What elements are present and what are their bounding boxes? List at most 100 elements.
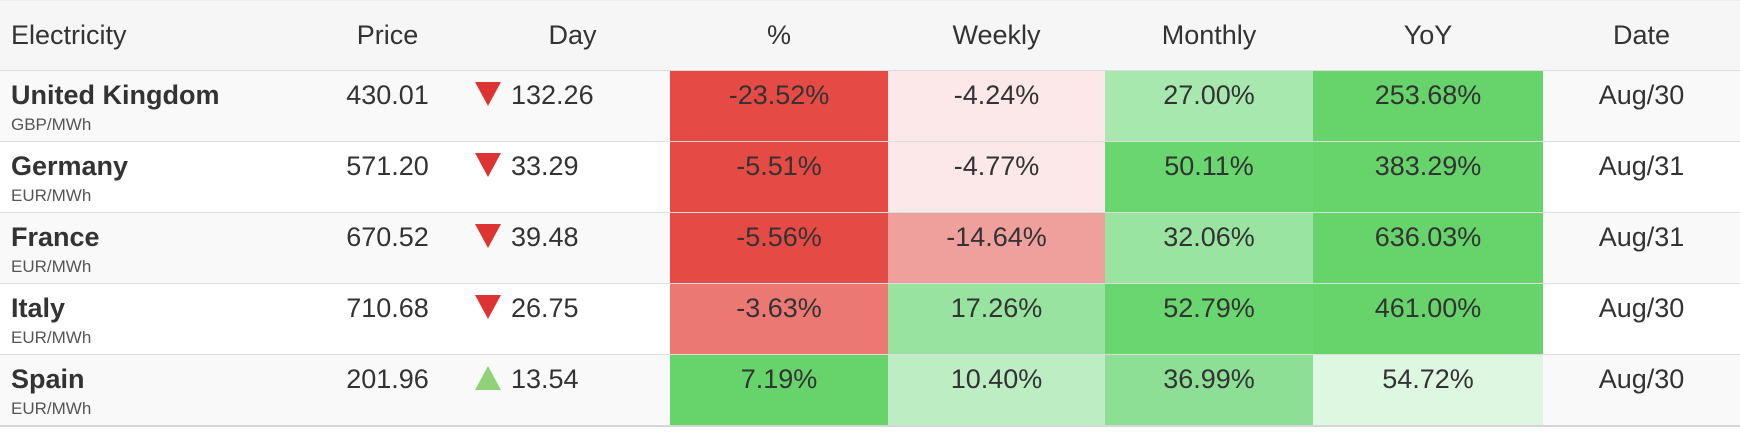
arrow-down-icon <box>475 223 501 248</box>
day-cell: 26.75 <box>475 284 670 355</box>
weekly-value: -4.77% <box>953 151 1040 181</box>
date-value: Aug/31 <box>1598 222 1685 252</box>
table-row: United Kingdom GBP/MWh 430.01 132.26 -23… <box>0 70 1740 142</box>
percent-value: -23.52% <box>728 80 830 110</box>
day-cell: 132.26 <box>475 71 670 142</box>
weekly-value: -14.64% <box>946 222 1047 252</box>
yoy-value: 636.03% <box>1374 222 1482 252</box>
country-cell: United Kingdom GBP/MWh <box>0 71 300 142</box>
table-row: Germany EUR/MWh 571.20 33.29 -5.51% -4.7… <box>0 141 1740 213</box>
weekly-value: 17.26% <box>950 293 1043 323</box>
country-cell: France EUR/MWh <box>0 213 300 284</box>
arrow-down-icon <box>475 294 501 319</box>
day-change-value: 13.54 <box>511 364 579 394</box>
date-cell: Aug/31 <box>1543 142 1740 213</box>
header-percent[interactable]: % <box>670 0 888 71</box>
percent-cell: -23.52% <box>670 70 888 142</box>
date-value: Aug/30 <box>1598 293 1685 323</box>
date-cell: Aug/31 <box>1543 213 1740 284</box>
percent-value: -5.51% <box>736 151 822 181</box>
monthly-cell: 32.06% <box>1105 212 1313 284</box>
weekly-cell: -4.77% <box>888 141 1105 213</box>
yoy-cell: 54.72% <box>1313 354 1543 426</box>
price-cell: 710.68 <box>300 284 475 355</box>
percent-cell: -5.56% <box>670 212 888 284</box>
yoy-value: 253.68% <box>1374 80 1482 110</box>
header-monthly[interactable]: Monthly <box>1105 0 1313 71</box>
arrow-down-icon <box>475 81 501 106</box>
price-cell: 571.20 <box>300 142 475 213</box>
monthly-value: 36.99% <box>1163 364 1255 394</box>
country-cell: Germany EUR/MWh <box>0 142 300 213</box>
table-row: Italy EUR/MWh 710.68 26.75 -3.63% 17.26%… <box>0 283 1740 355</box>
arrow-up-icon <box>475 365 501 390</box>
yoy-value: 383.29% <box>1374 151 1482 181</box>
yoy-cell: 461.00% <box>1313 283 1543 355</box>
unit-label: EUR/MWh <box>11 257 92 276</box>
weekly-value: -4.24% <box>953 80 1040 110</box>
monthly-cell: 36.99% <box>1105 354 1313 426</box>
header-weekly[interactable]: Weekly <box>888 0 1105 71</box>
price-value: 670.52 <box>346 222 429 252</box>
country-link[interactable]: Spain <box>11 364 85 394</box>
price-cell: 670.52 <box>300 213 475 284</box>
monthly-cell: 27.00% <box>1105 70 1313 142</box>
arrow-down-icon <box>475 152 501 177</box>
price-value: 571.20 <box>346 151 429 181</box>
date-cell: Aug/30 <box>1543 355 1740 426</box>
date-value: Aug/30 <box>1598 364 1685 394</box>
date-cell: Aug/30 <box>1543 71 1740 142</box>
percent-cell: -3.63% <box>670 283 888 355</box>
monthly-cell: 50.11% <box>1105 141 1313 213</box>
date-value: Aug/31 <box>1598 151 1685 181</box>
unit-label: EUR/MWh <box>11 399 92 418</box>
price-cell: 201.96 <box>300 355 475 426</box>
monthly-value: 52.79% <box>1163 293 1255 323</box>
day-cell: 13.54 <box>475 355 670 426</box>
yoy-value: 54.72% <box>1382 364 1474 394</box>
header-row: Electricity Price Day % Weekly Monthly Y… <box>0 0 1740 71</box>
price-value: 710.68 <box>346 293 429 323</box>
header-price[interactable]: Price <box>300 0 475 71</box>
unit-label: EUR/MWh <box>11 186 92 205</box>
day-change-value: 132.26 <box>511 80 594 110</box>
percent-value: 7.19% <box>740 364 818 394</box>
price-cell: 430.01 <box>300 71 475 142</box>
monthly-value: 27.00% <box>1163 80 1255 110</box>
day-change-value: 26.75 <box>511 293 579 323</box>
yoy-value: 461.00% <box>1374 293 1482 323</box>
weekly-cell: -4.24% <box>888 70 1105 142</box>
day-change-value: 33.29 <box>511 151 579 181</box>
electricity-prices-table: Electricity Price Day % Weekly Monthly Y… <box>0 0 1740 426</box>
monthly-cell: 52.79% <box>1105 283 1313 355</box>
weekly-cell: 17.26% <box>888 283 1105 355</box>
country-link[interactable]: France <box>11 222 100 252</box>
country-link[interactable]: Germany <box>11 151 129 181</box>
day-cell: 39.48 <box>475 213 670 284</box>
percent-cell: 7.19% <box>670 354 888 426</box>
country-link[interactable]: Italy <box>11 293 66 323</box>
header-electricity[interactable]: Electricity <box>0 0 300 71</box>
header-date[interactable]: Date <box>1543 0 1740 71</box>
header-day[interactable]: Day <box>475 0 670 71</box>
monthly-value: 32.06% <box>1163 222 1255 252</box>
country-cell: Italy EUR/MWh <box>0 284 300 355</box>
unit-label: GBP/MWh <box>11 115 92 134</box>
price-value: 201.96 <box>346 364 429 394</box>
percent-cell: -5.51% <box>670 141 888 213</box>
yoy-cell: 636.03% <box>1313 212 1543 284</box>
price-value: 430.01 <box>346 80 429 110</box>
country-link[interactable]: United Kingdom <box>11 80 220 110</box>
header-yoy[interactable]: YoY <box>1313 0 1543 71</box>
yoy-cell: 383.29% <box>1313 141 1543 213</box>
date-value: Aug/30 <box>1598 80 1685 110</box>
yoy-cell: 253.68% <box>1313 70 1543 142</box>
percent-value: -3.63% <box>736 293 822 323</box>
day-change-value: 39.48 <box>511 222 579 252</box>
country-cell: Spain EUR/MWh <box>0 355 300 426</box>
weekly-value: 10.40% <box>950 364 1043 394</box>
unit-label: EUR/MWh <box>11 328 92 347</box>
table-row: France EUR/MWh 670.52 39.48 -5.56% -14.6… <box>0 212 1740 284</box>
weekly-cell: -14.64% <box>888 212 1105 284</box>
monthly-value: 50.11% <box>1164 151 1254 181</box>
